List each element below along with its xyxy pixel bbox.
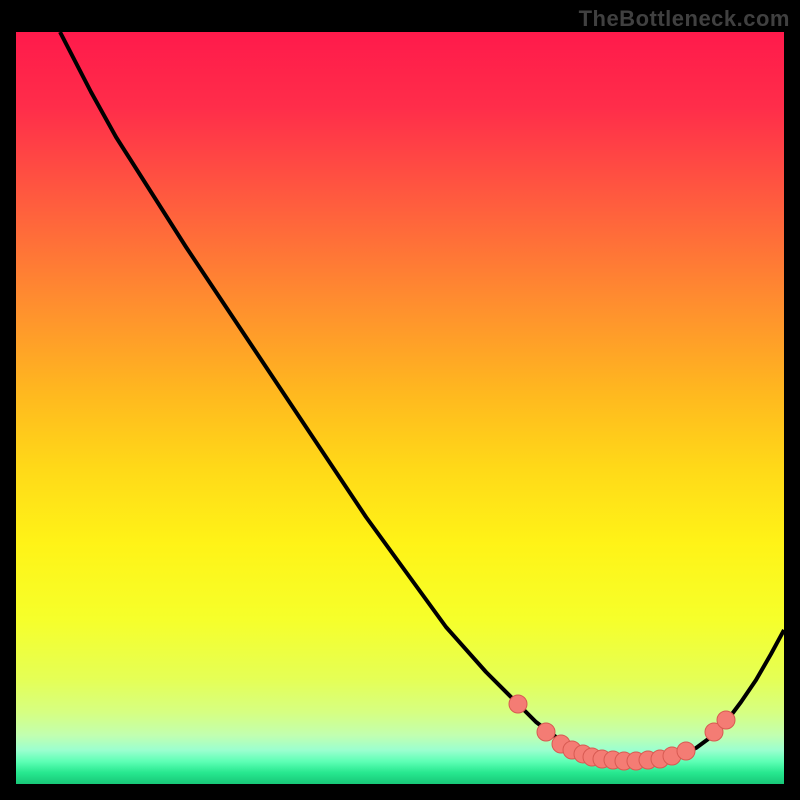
marker-point [537, 723, 555, 741]
bottleneck-curve [60, 32, 784, 761]
watermark-text: TheBottleneck.com [579, 6, 790, 32]
marker-point [509, 695, 527, 713]
plot-area [16, 32, 784, 784]
marker-point [677, 742, 695, 760]
marker-point [717, 711, 735, 729]
plot-svg [16, 32, 784, 784]
